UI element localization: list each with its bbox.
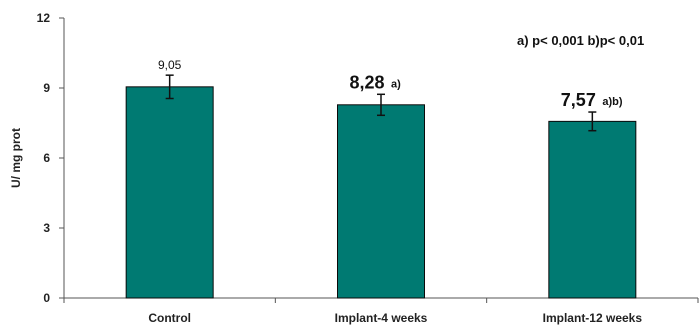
y-tick-label: 3 bbox=[43, 221, 50, 235]
x-category-label: Implant-4 weeks bbox=[335, 311, 428, 325]
plot-area: 0 3 6 9 12 9,05 Control 8,28 a) Implant-4 weeks 7,… bbox=[37, 11, 699, 325]
data-label: 8,28 bbox=[349, 72, 384, 92]
y-tick-label: 0 bbox=[43, 291, 50, 305]
significance-annotation: a) p< 0,001 b)p< 0,01 bbox=[517, 33, 644, 48]
data-label: 7,57 bbox=[561, 90, 596, 110]
data-label-significance: a) bbox=[391, 78, 401, 90]
y-tick-label: 9 bbox=[43, 81, 50, 95]
data-label: 9,05 bbox=[158, 58, 182, 72]
y-tick-label: 12 bbox=[37, 11, 51, 25]
x-category-label: Implant-12 weeks bbox=[543, 311, 643, 325]
x-category-label: Control bbox=[148, 311, 191, 325]
y-axis-label: U/ mg prot bbox=[9, 128, 23, 188]
data-label-significance: a)b) bbox=[602, 96, 623, 108]
bar bbox=[125, 86, 214, 299]
bar bbox=[548, 120, 637, 299]
bar bbox=[337, 104, 425, 299]
y-tick-label: 6 bbox=[43, 151, 50, 165]
